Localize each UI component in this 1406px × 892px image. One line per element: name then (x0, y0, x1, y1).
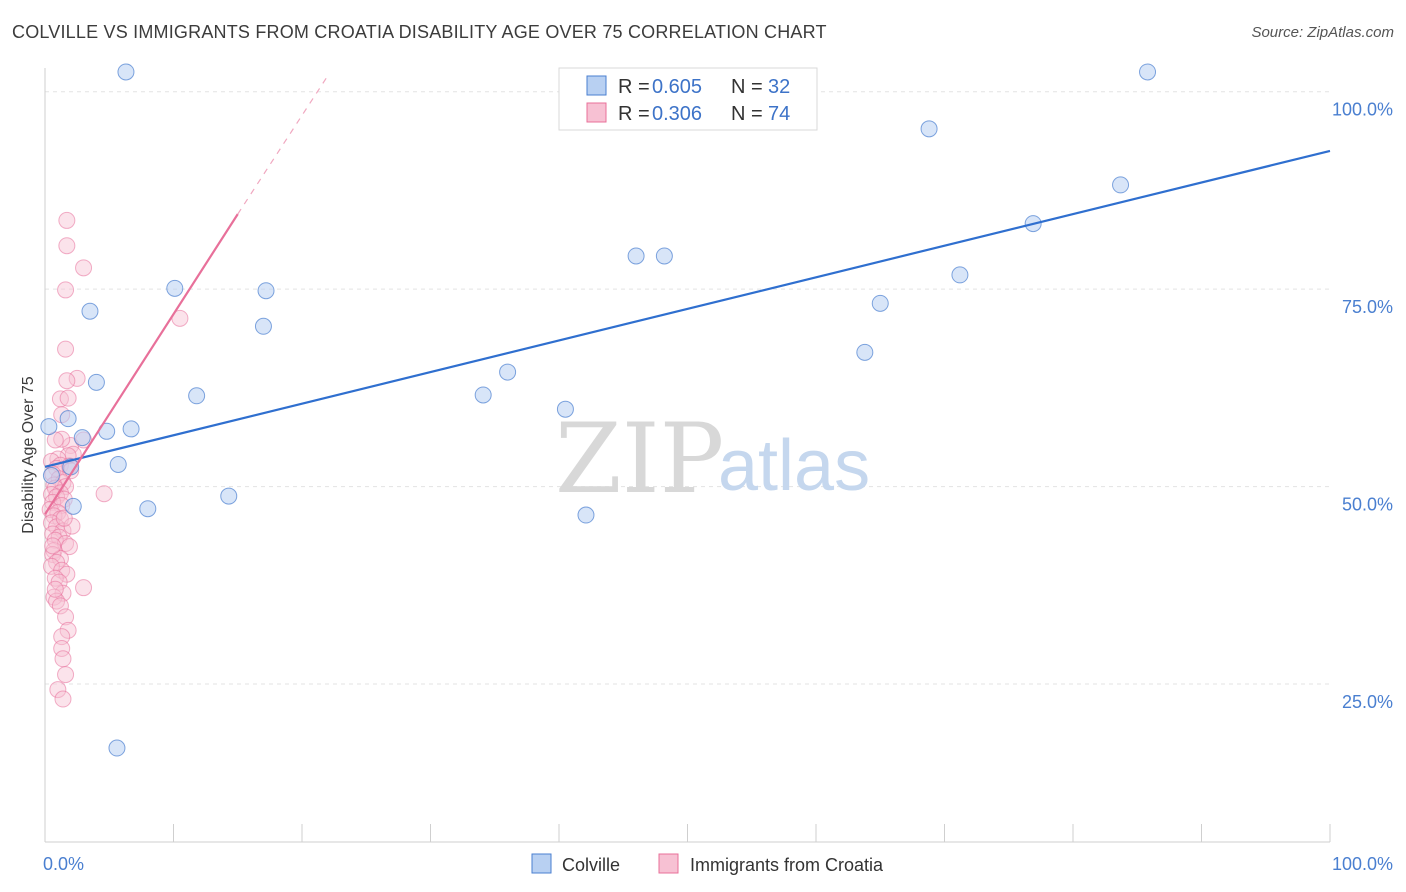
croatia-point (59, 621, 77, 639)
watermark-zip: ZIP (555, 403, 724, 515)
bottom-legend-swatch-colville (531, 853, 552, 874)
y-axis-label: Disability Age Over 75 (20, 376, 37, 534)
bottom-legend-swatch-croatia (658, 853, 679, 874)
chart-title: COLVILLE VS IMMIGRANTS FROM CROATIA DISA… (12, 22, 827, 42)
croatia-point (53, 628, 71, 646)
x-tick-label: 100.0% (1332, 854, 1393, 874)
croatia-point (68, 369, 86, 387)
legend-r-label: R = (618, 103, 650, 125)
y-tick-label: 25.0% (1342, 692, 1393, 712)
legend-r-value: 0.306 (652, 103, 702, 125)
croatia-point (51, 597, 69, 615)
legend-n-label: N = (731, 76, 763, 98)
colville-point (577, 506, 595, 524)
watermark: ZIP atlas (555, 403, 870, 515)
trend-lines (44, 75, 1331, 515)
colville-point (166, 279, 184, 297)
colville-point (40, 418, 58, 436)
colville-point (655, 247, 673, 265)
colville-point (117, 63, 135, 81)
axes (44, 68, 1331, 843)
source-label: Source: ZipAtlas.com (1251, 24, 1394, 41)
colville-point (257, 282, 275, 300)
bottom-legend: Colville Immigrants from Croatia (531, 853, 884, 875)
croatia-point (55, 509, 73, 527)
croatia-point (49, 681, 67, 699)
y-tick-labels: 100.0% 75.0% 50.0% 25.0% (1332, 100, 1393, 712)
colville-point (122, 420, 140, 438)
colville-point (951, 266, 969, 284)
legend-swatch-colville (586, 75, 607, 96)
croatia-point (58, 372, 76, 390)
croatia-point (75, 259, 93, 277)
croatia-point (57, 340, 75, 358)
croatia-trend-extension (237, 75, 329, 215)
croatia-point (57, 608, 75, 626)
colville-point (108, 739, 126, 757)
croatia-point (57, 281, 75, 299)
colville-point (220, 487, 238, 505)
colville-point (920, 120, 938, 138)
series-colville-points (40, 63, 1157, 757)
croatia-point (46, 580, 64, 598)
colville-point (64, 497, 82, 515)
croatia-point (44, 537, 62, 555)
colville-point (109, 455, 127, 473)
y-tick-label: 50.0% (1342, 495, 1393, 515)
legend-r-label: R = (618, 76, 650, 98)
colville-point (474, 386, 492, 404)
croatia-point (58, 237, 76, 255)
colville-point (556, 400, 574, 418)
colville-point (59, 410, 77, 428)
colville-point (188, 387, 206, 405)
croatia-point (95, 485, 113, 503)
colville-point (856, 343, 874, 361)
colville-point (73, 429, 91, 447)
colville-point (139, 500, 157, 518)
y-tick-label: 100.0% (1332, 100, 1393, 120)
legend-r-value: 0.605 (652, 76, 702, 98)
croatia-point (54, 690, 72, 708)
colville-point (627, 247, 645, 265)
legend-swatch-croatia (586, 102, 607, 123)
colville-point (87, 373, 105, 391)
watermark-atlas: atlas (718, 426, 870, 506)
bottom-legend-colville: Colville (562, 855, 620, 875)
croatia-point (58, 211, 76, 229)
colville-point (1112, 176, 1130, 194)
colville-trend-line (44, 149, 1331, 468)
croatia-point (59, 389, 77, 407)
x-tick-labels: 0.0% 100.0% (43, 854, 1393, 874)
colville-point (1139, 63, 1157, 81)
bottom-legend-croatia: Immigrants from Croatia (690, 855, 884, 875)
croatia-point (53, 430, 71, 448)
colville-point (871, 294, 889, 312)
colville-point (499, 363, 517, 381)
croatia-point (54, 650, 72, 668)
legend-n-label: N = (731, 103, 763, 125)
legend-n-value: 74 (768, 103, 790, 125)
x-tick-label: 0.0% (43, 854, 84, 874)
legend-n-value: 32 (768, 76, 790, 98)
colville-point (254, 317, 272, 335)
series-croatia-points (41, 211, 189, 708)
croatia-trend-line (44, 213, 239, 515)
colville-point (42, 467, 60, 485)
croatia-point (75, 579, 93, 597)
colville-point (81, 302, 99, 320)
croatia-point (57, 666, 75, 684)
grid-lines (45, 91, 1330, 685)
legend-box: R = 0.605 N = 32 R = 0.306 N = 74 (558, 67, 818, 131)
y-tick-label: 75.0% (1342, 297, 1393, 317)
